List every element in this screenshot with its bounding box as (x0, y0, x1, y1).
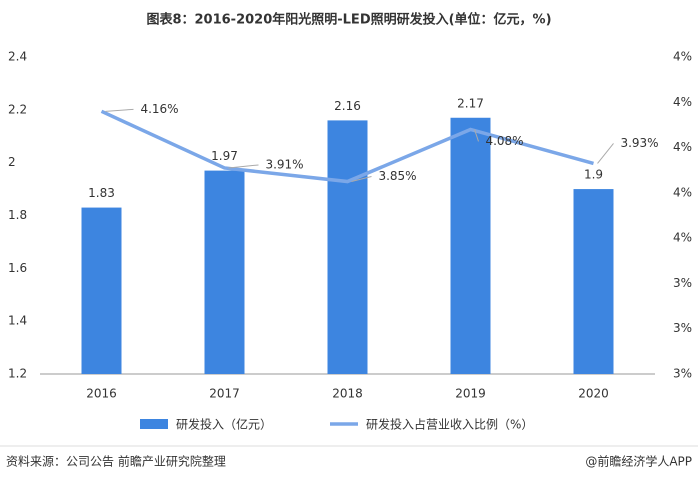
credit: @前瞻经济学人APP (585, 454, 692, 469)
line-label: 4.16% (140, 102, 178, 116)
y-tick-label: 1.6 (8, 261, 27, 275)
chart-title: 图表8：2016-2020年阳光照明-LED照明研发投入(单位：亿元，%) (146, 12, 551, 28)
y-tick-label: 2 (8, 155, 16, 169)
y2-tick-label: 3% (673, 367, 692, 381)
leader-line (474, 129, 479, 142)
line-label: 4.08% (485, 134, 523, 148)
bar-label: 1.9 (584, 168, 603, 182)
bar-label: 2.16 (334, 99, 361, 113)
bar-label: 1.83 (88, 186, 115, 200)
line (100, 109, 594, 184)
bar-label: 2.17 (457, 96, 484, 110)
y2-tick-label: 4% (673, 231, 692, 245)
x-tick-label: 2016 (86, 387, 117, 401)
source: 资料来源：公司公告 前瞻产业研究院整理 (6, 454, 226, 469)
y-tick-label: 2.2 (8, 102, 27, 116)
x-tick-label: 2019 (455, 387, 486, 401)
legend-label: 研发投入占营业收入比例（%） (366, 417, 533, 432)
x-tick-label: 2020 (578, 387, 609, 401)
bar (327, 120, 368, 375)
y-tick-label: 1.2 (8, 367, 27, 381)
y-tick-label: 1.4 (8, 314, 27, 328)
leader-line (351, 176, 372, 183)
y-tick-label: 2.4 (8, 50, 27, 64)
bar (573, 189, 614, 374)
line-label: 3.93% (620, 136, 658, 150)
leader-line (228, 164, 259, 169)
line-label: 3.91% (265, 157, 303, 171)
x-tick-label: 2017 (209, 387, 240, 401)
x-tick-label: 2018 (332, 387, 363, 401)
y2-tick-label: 4% (673, 50, 692, 64)
y-tick-label: 1.8 (8, 208, 27, 222)
y2-tick-label: 3% (673, 321, 692, 335)
bar (204, 170, 245, 374)
y2-tick-label: 4% (673, 185, 692, 199)
bar (450, 117, 491, 374)
y2-tick-label: 4% (673, 95, 692, 109)
bar (81, 207, 122, 374)
y2-tick-label: 4% (673, 140, 692, 154)
legend-label: 研发投入（亿元） (176, 417, 272, 432)
bar-label: 1.97 (211, 149, 238, 163)
leader-line (105, 108, 134, 112)
leader-line (597, 143, 614, 164)
y2-tick-label: 3% (673, 276, 692, 290)
line-label: 3.85% (378, 169, 416, 183)
legend-swatch (140, 419, 168, 429)
